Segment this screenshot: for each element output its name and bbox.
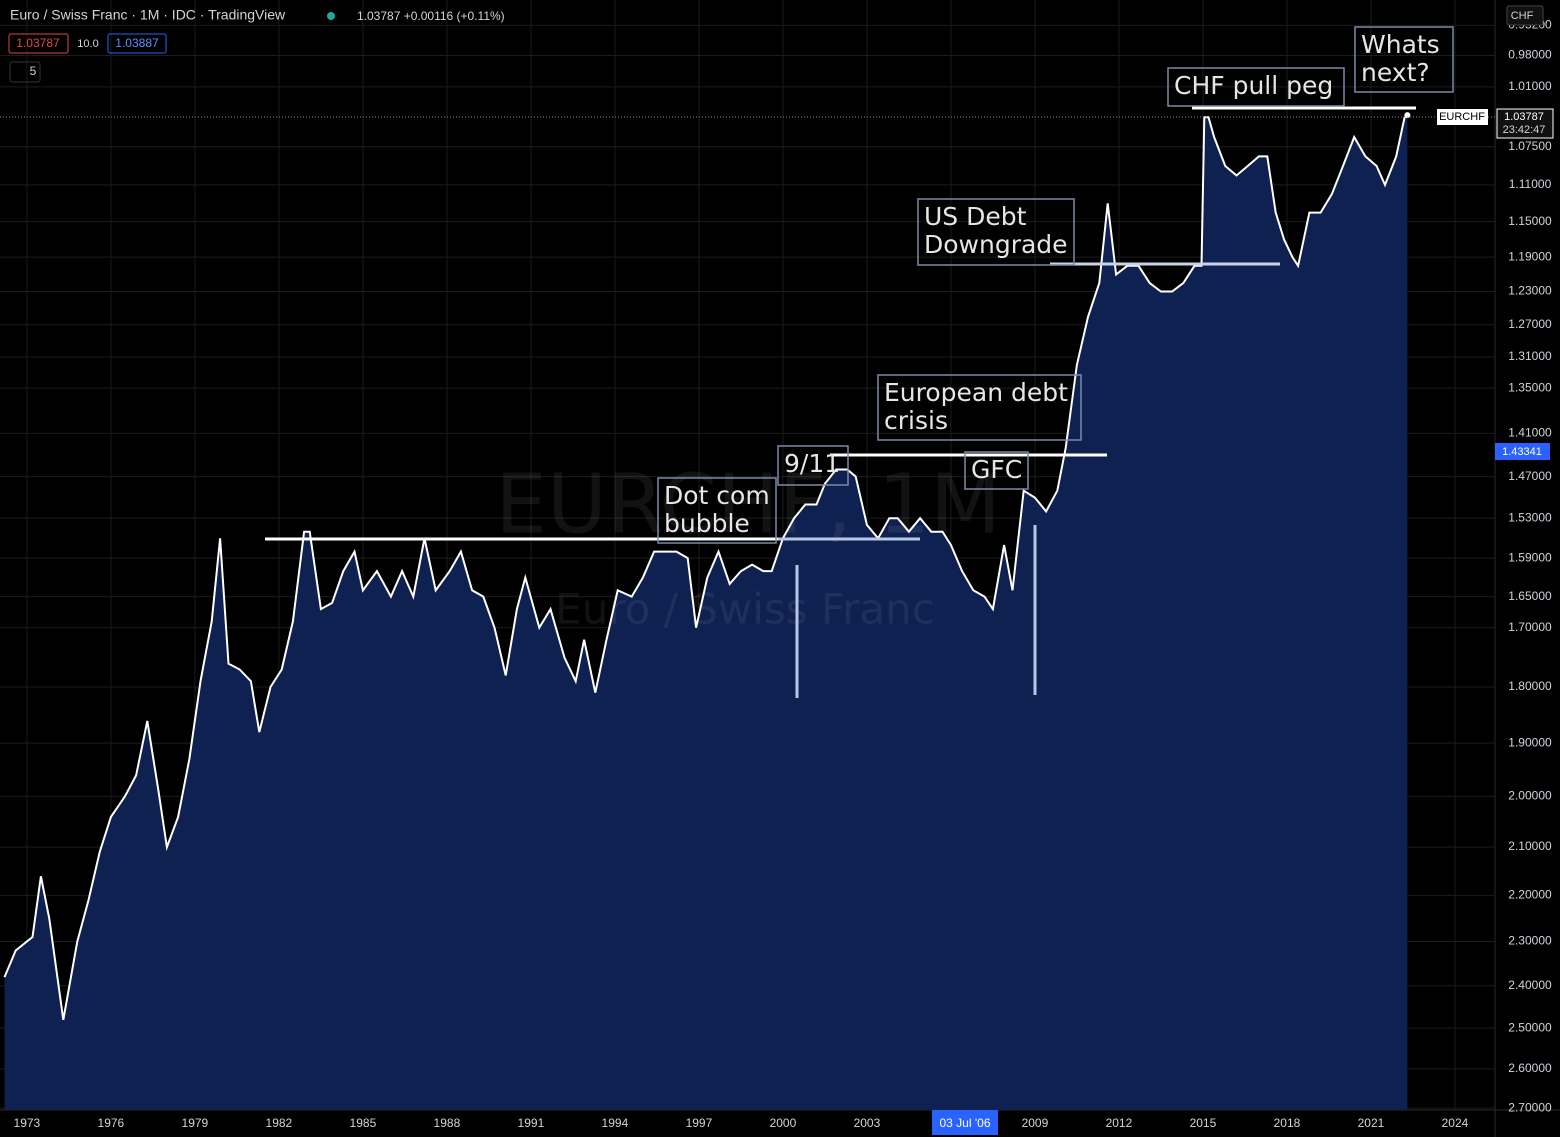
last-price: 1.03787 [1504,111,1544,123]
crosshair-price: 1.43341 [1502,446,1542,458]
annotation-text: European debt [884,378,1068,407]
annotation-box [777,445,849,486]
series-label-bg [1437,109,1488,125]
annotation-box [917,198,1075,266]
annotation-text: US Debt [924,202,1027,231]
indicators-count[interactable]: 5 [30,64,37,78]
y-tick-label: 2.20000 [1508,888,1552,902]
y-tick-label: 1.59000 [1508,550,1552,564]
y-tick-label: 1.41000 [1508,426,1552,440]
currency[interactable]: CHF [1511,10,1534,22]
x-tick-label: 2009 [1022,1116,1049,1130]
crosshair-date-box [932,1110,998,1135]
price-line [3,114,1408,1020]
area-fill [4,115,1408,1111]
y-tick-label: 2.10000 [1508,839,1552,853]
x-tick-label: 1994 [602,1116,629,1130]
ask[interactable]: 1.03887 [115,36,159,50]
annotation-text: 9/11 [784,449,840,478]
bid-box[interactable] [8,33,69,54]
x-tick-label: 2012 [1106,1116,1133,1130]
annotation-text: bubble [664,509,750,538]
x-tick-label: 1976 [98,1116,125,1130]
annotation-text: crisis [884,406,948,435]
x-tick-label: 1973 [14,1116,41,1130]
ask-box[interactable] [107,33,167,54]
currency-box[interactable] [1506,5,1544,26]
watermark: EURCHF, 1M [495,457,1001,552]
x-tick-label: 1979 [182,1116,209,1130]
y-tick-label: 1.31000 [1508,349,1552,363]
x-tick-label: 2024 [1442,1116,1469,1130]
y-tick-label: 2.60000 [1508,1061,1552,1075]
y-tick-label: 2.70000 [1508,1100,1552,1114]
y-tick-label: 1.65000 [1508,589,1552,603]
x-tick-label: 1982 [266,1116,293,1130]
x-tick-label: 2000 [770,1116,797,1130]
annotation-text: next? [1361,58,1430,87]
status-dot [327,12,335,20]
annotation-box [657,477,777,544]
annotation-box [1167,67,1345,107]
bid[interactable]: 1.03787 [16,36,60,50]
countdown: 23:42:47 [1503,124,1546,136]
annotation-box [877,374,1082,441]
watermark-subtitle: Euro / Swiss Franc [555,585,935,634]
y-tick-label: 1.35000 [1508,380,1552,394]
crosshair-date: 03 Jul '06 [940,1116,991,1130]
y-tick-label: 2.00000 [1508,789,1552,803]
annotation-text: GFC [971,455,1022,484]
y-tick-label: 1.01000 [1508,79,1552,93]
y-tick-label: 1.11000 [1509,177,1552,191]
x-tick-label: 2021 [1358,1116,1385,1130]
y-tick-label: 2.50000 [1508,1020,1552,1034]
y-tick-label: 1.27000 [1508,317,1552,331]
y-tick-label: 1.70000 [1508,620,1552,634]
y-tick-label: 1.47000 [1508,469,1552,483]
y-tick-label: 1.80000 [1508,679,1552,693]
quote: 1.03787 +0.00116 (+0.11%) [357,9,505,23]
annotation-text: CHF pull peg [1174,71,1333,100]
y-tick-label: 2.30000 [1508,934,1552,948]
y-tick-label: 2.40000 [1508,978,1552,992]
annotation-box [964,451,1029,490]
x-tick-label: 1985 [350,1116,377,1130]
annotation-text: Whats [1361,30,1440,59]
x-tick-label: 2015 [1190,1116,1217,1130]
x-tick-label: 1988 [434,1116,461,1130]
last-point [1404,112,1411,119]
y-tick-label: 1.15000 [1508,214,1552,228]
spread: 10.0 [77,38,98,50]
symbol-title: Euro / Swiss Franc · 1M · IDC · TradingV… [10,7,286,23]
y-tick-label: 1.90000 [1508,735,1552,749]
indicators-toggle[interactable] [9,61,41,83]
crosshair-price-box [1495,443,1550,460]
x-tick-label: 1997 [686,1116,713,1130]
y-tick-label: 1.07500 [1508,139,1552,153]
x-tick-label: 1991 [518,1116,545,1130]
x-tick-label: 2003 [854,1116,881,1130]
last-price-box [1496,108,1554,139]
annotation-text: Dot com [664,481,770,510]
annotation-box [1354,26,1454,93]
annotation-text: Downgrade [924,230,1068,259]
y-tick-label: 1.23000 [1508,284,1552,298]
x-tick-label: 2018 [1274,1116,1301,1130]
series-label: EURCHF [1439,111,1485,123]
y-tick-label: 0.98000 [1508,48,1552,62]
y-tick-label: 1.19000 [1508,249,1552,263]
y-tick-label: 1.53000 [1508,510,1552,524]
